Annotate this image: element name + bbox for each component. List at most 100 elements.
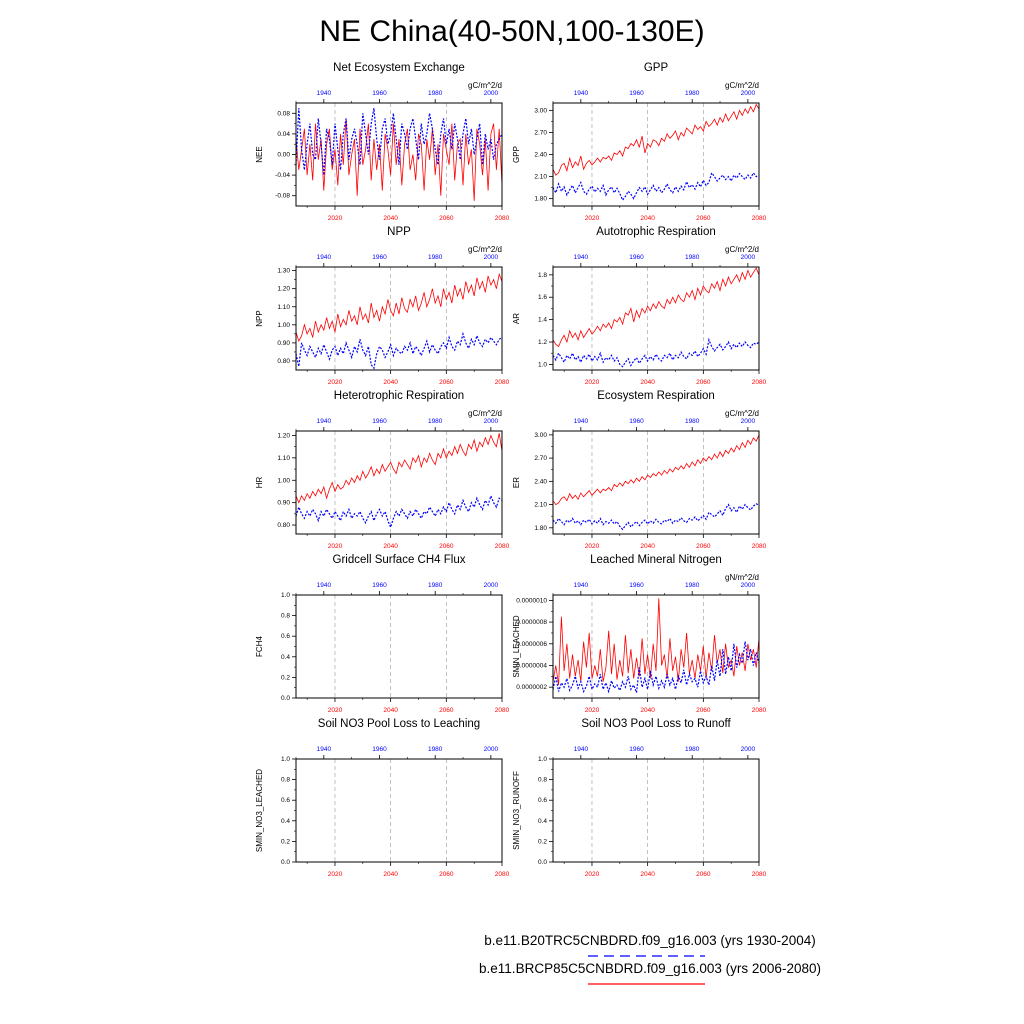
heterotrophic-respiration-frame	[295, 430, 503, 535]
panel-gpp: GPP gC/m^2/d 1.80 2.10 2.40 2.70 3.00 2020 2040 2…	[512, 62, 767, 222]
net-ecosystem-exchange-ylabel: NEE	[255, 146, 264, 162]
soil-no3-pool-loss-to-leaching-xtick-top-label: 1980	[428, 746, 443, 753]
heterotrophic-respiration-xtick-top-label: 1980	[428, 418, 443, 425]
ecosystem-respiration-xtick-bottom-label: 2040	[640, 543, 655, 550]
gpp-ytick-label: 1.80	[534, 196, 547, 203]
net-ecosystem-exchange-xtick-bottom-label: 2020	[328, 215, 343, 222]
legend-future-label: b.e11.BRCP85C5CNBDRD.f09_g16.003 (yrs 20…	[479, 961, 821, 976]
leached-mineral-nitrogen-xtick-top-label: 2000	[741, 582, 756, 589]
net-ecosystem-exchange-frame	[295, 102, 503, 207]
autotrophic-respiration-ytick-label: 1.6	[538, 294, 547, 301]
leached-mineral-nitrogen-ylabel: SMIN_LEACHED	[512, 615, 521, 677]
heterotrophic-respiration-series-future	[295, 433, 503, 504]
soil-no3-pool-loss-to-leaching-xtick-bottom-label: 2080	[495, 871, 510, 878]
soil-no3-pool-loss-to-leaching-ytick-label: 0.0	[281, 859, 290, 866]
gridcell-surface-ch4-flux-xtick-top-label: 1940	[317, 582, 332, 589]
soil-no3-pool-loss-to-runoff-xtick-bottom-label: 2040	[640, 871, 655, 878]
gpp-xtick-top-label: 1940	[574, 90, 589, 97]
ecosystem-respiration-frame	[552, 430, 760, 535]
npp-xtick-bottom-label: 2020	[328, 379, 343, 386]
autotrophic-respiration-ytick-label: 1.2	[538, 339, 547, 346]
heterotrophic-respiration-xtick-bottom-label: 2020	[328, 543, 343, 550]
autotrophic-respiration-series-future	[552, 267, 760, 348]
npp-ylabel: NPP	[255, 310, 264, 326]
ecosystem-respiration-ytick-label: 2.70	[534, 455, 547, 462]
leached-mineral-nitrogen-xtick-bottom-label: 2080	[752, 707, 767, 714]
gridcell-surface-ch4-flux-ytick-label: 0.8	[281, 613, 290, 620]
soil-no3-pool-loss-to-runoff-xtick-bottom-label: 2080	[752, 871, 767, 878]
soil-no3-pool-loss-to-leaching-ytick-label: 0.4	[281, 818, 290, 825]
autotrophic-respiration-xtick-top-label: 1980	[685, 254, 700, 261]
npp-ytick-label: 1.10	[277, 304, 290, 311]
npp-xtick-bottom-label: 2040	[383, 379, 398, 386]
net-ecosystem-exchange-title: Net Ecosystem Exchange	[333, 62, 465, 74]
npp-ytick-label: 0.90	[277, 340, 290, 347]
heterotrophic-respiration-xtick-top-label: 1940	[317, 418, 332, 425]
gpp-units: gC/m^2/d	[725, 81, 759, 90]
autotrophic-respiration-ylabel: AR	[512, 313, 521, 324]
net-ecosystem-exchange-ytick-label: -0.04	[275, 172, 290, 179]
ecosystem-respiration-xtick-top-label: 2000	[741, 418, 756, 425]
soil-no3-pool-loss-to-leaching-ytick-label: 0.8	[281, 777, 290, 784]
leached-mineral-nitrogen-title: Leached Mineral Nitrogen	[590, 554, 722, 566]
ecosystem-respiration-ytick-label: 2.40	[534, 478, 547, 485]
soil-no3-pool-loss-to-leaching-xtick-top-label: 2000	[484, 746, 499, 753]
ecosystem-respiration-units: gC/m^2/d	[725, 409, 759, 418]
gpp-ytick-label: 2.10	[534, 174, 547, 181]
legend: b.e11.B20TRC5CNBDRD.f09_g16.003 (yrs 193…	[479, 933, 821, 985]
npp-series-future	[295, 272, 503, 343]
heterotrophic-respiration-ytick-label: 1.00	[277, 477, 290, 484]
gridcell-surface-ch4-flux-xtick-bottom-label: 2080	[495, 707, 510, 714]
panel-gridcell-surface-ch4-flux: Gridcell Surface CH4 Flux 0.0 0.2 0.4 0.6 0.8…	[255, 554, 510, 714]
autotrophic-respiration-ytick-label: 1.4	[538, 317, 547, 324]
net-ecosystem-exchange-xtick-top-label: 1980	[428, 90, 443, 97]
net-ecosystem-exchange-ytick-label: 0.00	[277, 152, 290, 159]
ecosystem-respiration-ytick-label: 2.10	[534, 502, 547, 509]
autotrophic-respiration-xtick-bottom-label: 2080	[752, 379, 767, 386]
soil-no3-pool-loss-to-runoff-ytick-label: 0.8	[538, 777, 547, 784]
soil-no3-pool-loss-to-runoff-xtick-bottom-label: 2060	[696, 871, 711, 878]
gpp-xtick-top-label: 1960	[629, 90, 644, 97]
gridcell-surface-ch4-flux-ytick-label: 0.0	[281, 695, 290, 702]
npp-ytick-label: 1.20	[277, 286, 290, 293]
gpp-ytick-label: 2.70	[534, 129, 547, 136]
panel-ecosystem-respiration: Ecosystem Respiration gC/m^2/d 1.80 2.10 2.4…	[512, 390, 767, 550]
heterotrophic-respiration-xtick-top-label: 1960	[372, 418, 387, 425]
soil-no3-pool-loss-to-leaching-xtick-top-label: 1940	[317, 746, 332, 753]
autotrophic-respiration-ytick-label: 1.0	[538, 361, 547, 368]
gridcell-surface-ch4-flux-ylabel: FCH4	[255, 636, 264, 657]
gpp-title: GPP	[644, 62, 669, 74]
heterotrophic-respiration-xtick-bottom-label: 2080	[495, 543, 510, 550]
leached-mineral-nitrogen-xtick-top-label: 1940	[574, 582, 589, 589]
heterotrophic-respiration-ytick-label: 0.90	[277, 500, 290, 507]
autotrophic-respiration-xtick-bottom-label: 2060	[696, 379, 711, 386]
npp-series-historical	[295, 331, 503, 370]
soil-no3-pool-loss-to-runoff-xtick-top-label: 1960	[629, 746, 644, 753]
heterotrophic-respiration-xtick-top-label: 2000	[484, 418, 499, 425]
panel-soil-no3-pool-loss-to-runoff: Soil NO3 Pool Loss to Runoff 0.0 0.2 0.4 0.6…	[512, 718, 767, 878]
ecosystem-respiration-xtick-top-label: 1940	[574, 418, 589, 425]
gpp-series-future	[552, 103, 760, 176]
heterotrophic-respiration-ytick-label: 1.20	[277, 432, 290, 439]
autotrophic-respiration-xtick-top-label: 2000	[741, 254, 756, 261]
npp-title: NPP	[387, 226, 411, 238]
leached-mineral-nitrogen-ytick-label: 0.0000010	[516, 597, 547, 604]
autotrophic-respiration-xtick-top-label: 1940	[574, 254, 589, 261]
gridcell-surface-ch4-flux-title: Gridcell Surface CH4 Flux	[333, 554, 466, 566]
gridcell-surface-ch4-flux-frame	[295, 594, 503, 699]
net-ecosystem-exchange-xtick-bottom-label: 2080	[495, 215, 510, 222]
npp-frame	[295, 266, 503, 371]
legend-historical-label: b.e11.B20TRC5CNBDRD.f09_g16.003 (yrs 193…	[484, 933, 815, 948]
ecosystem-respiration-xtick-bottom-label: 2060	[696, 543, 711, 550]
net-ecosystem-exchange-xtick-bottom-label: 2040	[383, 215, 398, 222]
leached-mineral-nitrogen-frame	[552, 594, 760, 699]
net-ecosystem-exchange-xtick-top-label: 1940	[317, 90, 332, 97]
autotrophic-respiration-frame	[552, 266, 760, 371]
autotrophic-respiration-title: Autotrophic Respiration	[596, 226, 716, 238]
npp-units: gC/m^2/d	[468, 245, 502, 254]
soil-no3-pool-loss-to-runoff-xtick-bottom-label: 2020	[585, 871, 600, 878]
npp-xtick-top-label: 1960	[372, 254, 387, 261]
